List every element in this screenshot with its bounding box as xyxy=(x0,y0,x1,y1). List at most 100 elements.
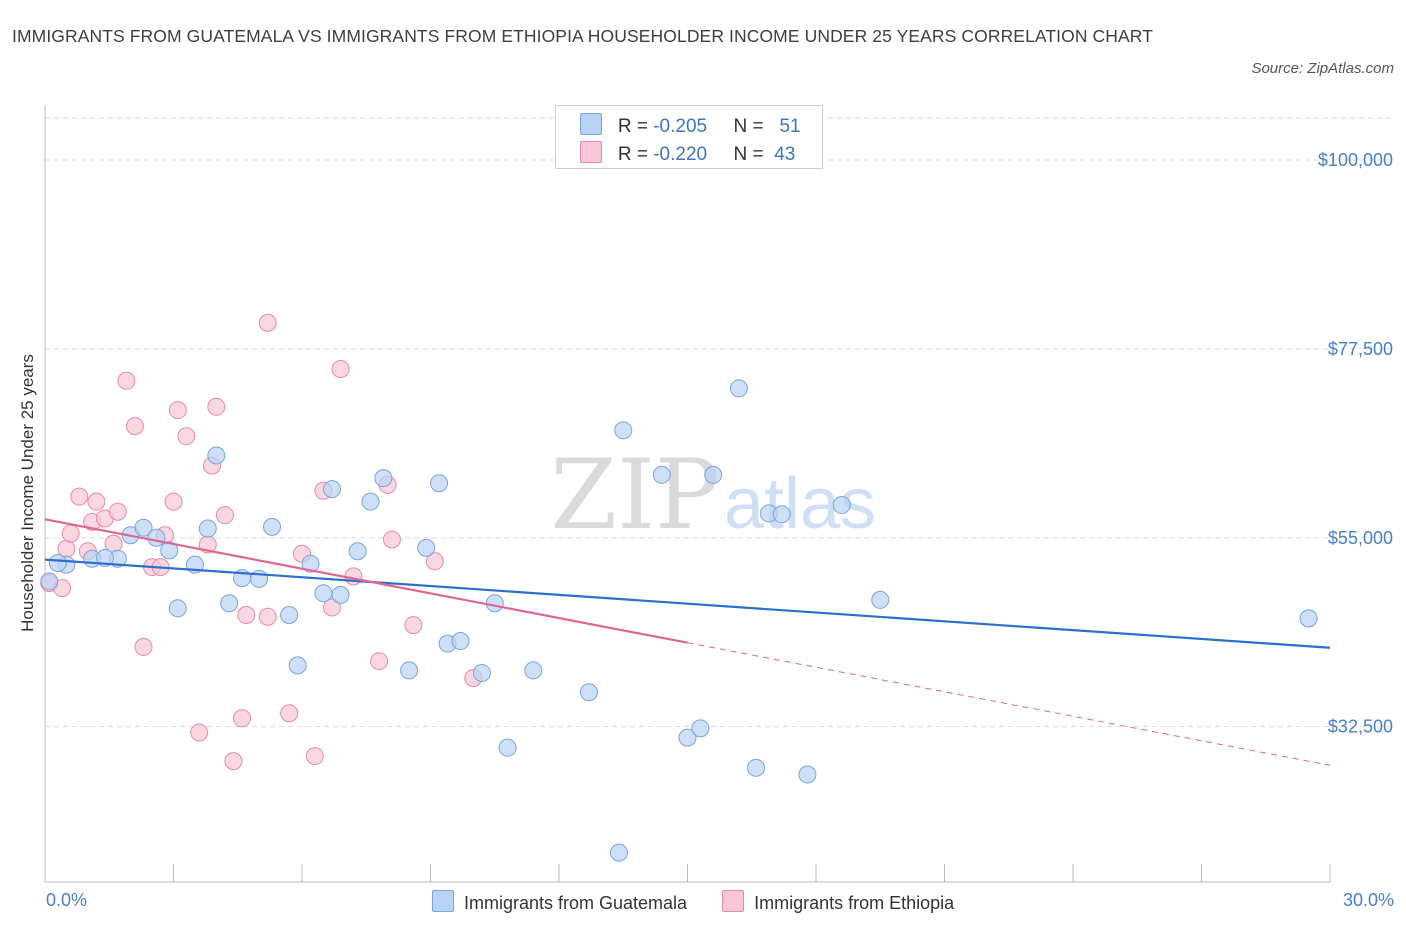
guatemala-point xyxy=(331,585,350,604)
legend-r-label: R = xyxy=(617,144,648,165)
guatemala-point xyxy=(263,517,282,536)
guatemala-point xyxy=(614,421,633,440)
guatemala-point xyxy=(871,590,890,609)
guatemala-point xyxy=(704,465,723,484)
series-legend-ethiopia[interactable]: Immigrants from Ethiopia xyxy=(722,890,954,914)
x-tick-max: 30.0% xyxy=(1342,890,1394,910)
axes xyxy=(44,105,1331,883)
ethiopia-point xyxy=(237,606,256,625)
guatemala-point xyxy=(220,594,239,613)
ethiopia-point xyxy=(125,417,144,436)
guatemala-point xyxy=(579,683,598,702)
legend-n-value-guatemala: 51 xyxy=(779,116,801,137)
x-tick-min: 0.0% xyxy=(46,890,88,910)
guatemala-point xyxy=(361,492,380,511)
ethiopia-point xyxy=(425,552,444,571)
ethiopia-point xyxy=(233,709,252,728)
y-tick-label: $32,500 xyxy=(1328,717,1393,737)
watermark-zip: ZIP xyxy=(550,439,719,551)
ethiopia-point xyxy=(370,652,389,671)
ethiopia-point xyxy=(164,492,183,511)
watermark: ZIP atlas xyxy=(550,439,876,551)
guatemala-point xyxy=(1299,609,1318,628)
guatemala-point xyxy=(772,505,791,524)
ethiopia-point xyxy=(404,616,423,635)
ethiopia-point xyxy=(117,371,136,390)
guatemala-point xyxy=(485,594,504,613)
ethiopia-point xyxy=(134,637,153,656)
guatemala-point xyxy=(95,548,114,567)
chart-source: Source: ZipAtlas.com xyxy=(1251,60,1394,77)
series-label-ethiopia: Immigrants from Ethiopia xyxy=(754,893,955,913)
ethiopia-point xyxy=(87,492,106,511)
guatemala-point xyxy=(524,661,543,680)
guatemala-point xyxy=(798,765,817,784)
guatemala-point xyxy=(729,379,748,398)
guatemala-point xyxy=(451,632,470,651)
guatemala-point xyxy=(280,606,299,625)
guatemala-point xyxy=(160,541,179,560)
legend-row-ethiopia: R = -0.220 N = 43 xyxy=(580,141,795,165)
guatemala-point xyxy=(322,480,341,499)
grid-lines xyxy=(45,117,1395,728)
trend-line-guatemala xyxy=(44,558,1331,649)
y-tick-label: $100,000 xyxy=(1318,150,1393,170)
guatemala-point xyxy=(134,518,153,537)
y-tick-labels: $32,500 $55,000 $77,500 $100,000 xyxy=(1318,150,1393,737)
guatemala-point xyxy=(168,599,187,618)
legend-swatch-guatemala xyxy=(580,113,602,135)
guatemala-point xyxy=(147,528,166,547)
ethiopia-point xyxy=(322,598,341,617)
guatemala-point xyxy=(374,469,393,488)
watermark-atlas: atlas xyxy=(724,464,876,544)
ethiopia-point xyxy=(331,360,350,379)
series-legend-guatemala[interactable]: Immigrants from Guatemala xyxy=(432,890,687,914)
stats-legend: R = -0.205 N = 51 R = -0.220 N = 43 xyxy=(555,105,823,169)
y-axis-label: Householder Income Under 25 years xyxy=(18,354,37,632)
ethiopia-point xyxy=(168,401,187,420)
ethiopia-point xyxy=(280,704,299,723)
guatemala-point xyxy=(498,738,517,757)
guatemala-point xyxy=(430,474,449,493)
series-swatch-guatemala xyxy=(432,890,454,912)
ethiopia-point xyxy=(61,524,80,543)
series-swatch-ethiopia xyxy=(722,890,745,912)
ethiopia-point xyxy=(70,487,89,506)
guatemala-point xyxy=(747,758,766,777)
legend-n-label: N = xyxy=(733,116,764,137)
guatemala-point xyxy=(40,572,59,591)
guatemala-point xyxy=(48,553,67,572)
ethiopia-point xyxy=(382,530,401,549)
guatemala-point xyxy=(417,538,436,557)
guatemala-point xyxy=(691,719,710,738)
legend-r-value-ethiopia: -0.220 xyxy=(653,144,708,165)
ethiopia-point xyxy=(207,397,226,416)
guatemala-point xyxy=(400,661,419,680)
legend-n-value-ethiopia: 43 xyxy=(774,144,796,165)
guatemala-point xyxy=(207,446,226,465)
legend-row-guatemala: R = -0.205 N = 51 xyxy=(580,113,801,137)
legend-r-label: R = xyxy=(617,116,648,137)
legend-n-label: N = xyxy=(733,144,764,165)
guatemala-point xyxy=(301,554,320,573)
ethiopia-point xyxy=(258,313,277,332)
ethiopia-point xyxy=(177,427,196,446)
ethiopia-point xyxy=(215,506,234,525)
ethiopia-point xyxy=(305,747,324,766)
ethiopia-points xyxy=(40,313,483,771)
y-tick-label: $77,500 xyxy=(1328,339,1393,359)
guatemala-point xyxy=(472,663,491,682)
ethiopia-point xyxy=(108,502,127,521)
legend-r-value-guatemala: -0.205 xyxy=(653,116,708,137)
guatemala-point xyxy=(198,519,217,538)
chart-title: IMMIGRANTS FROM GUATEMALA VS IMMIGRANTS … xyxy=(12,26,1154,46)
trend-line-ethiopia xyxy=(687,642,1331,766)
series-label-guatemala: Immigrants from Guatemala xyxy=(464,893,688,913)
guatemala-point xyxy=(678,728,697,747)
series-legend: Immigrants from Guatemala Immigrants fro… xyxy=(432,890,984,914)
guatemala-point xyxy=(288,656,307,675)
trend-lines xyxy=(44,518,1331,766)
y-tick-label: $55,000 xyxy=(1328,528,1393,548)
guatemala-point xyxy=(609,843,628,862)
